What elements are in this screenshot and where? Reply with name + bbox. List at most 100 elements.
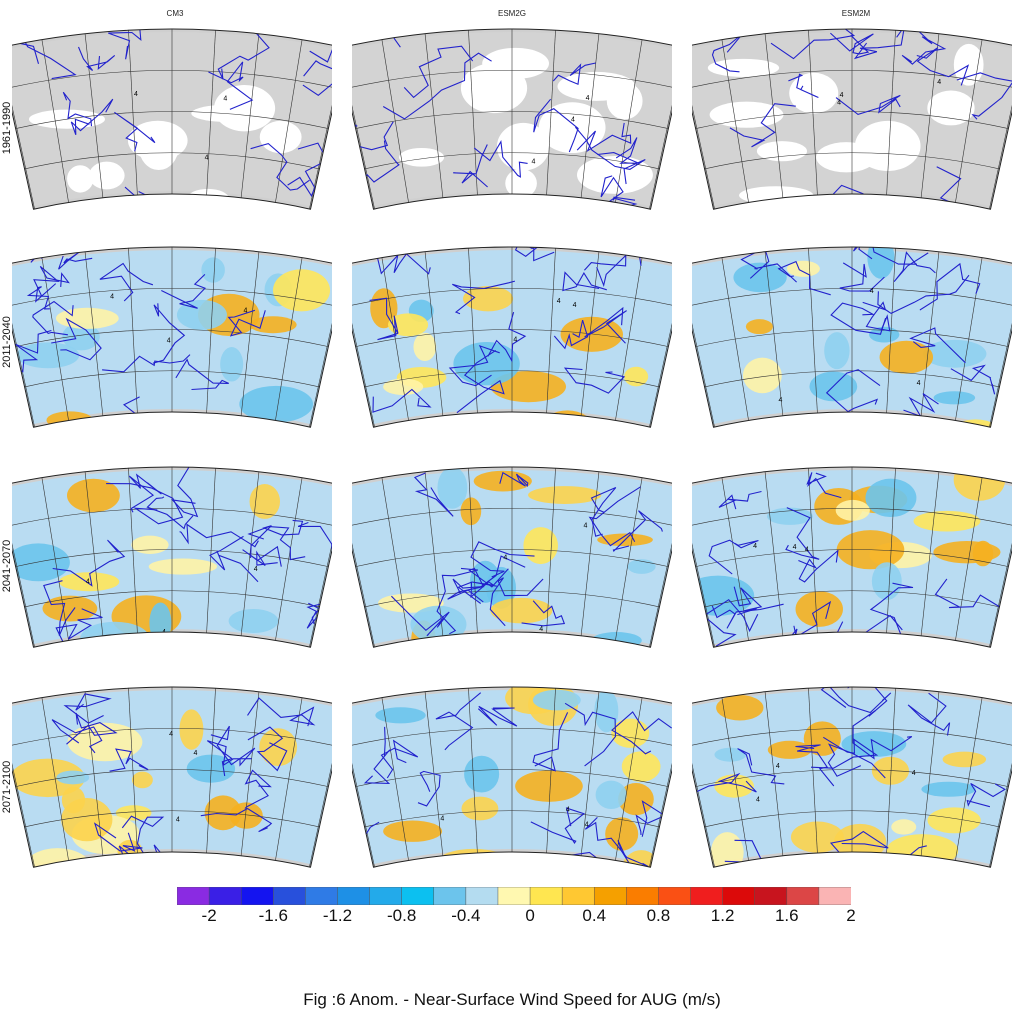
contour-label: 4 <box>134 91 138 98</box>
anomaly-patch <box>272 269 331 312</box>
map-outline <box>352 466 672 648</box>
contour-label: 4 <box>573 302 577 309</box>
contour-line <box>617 840 664 868</box>
contour-line <box>452 567 509 594</box>
anomaly-patch <box>61 786 86 814</box>
contour-line <box>12 329 52 373</box>
contour-line <box>795 744 835 787</box>
anomaly-patch <box>714 747 747 762</box>
contour-line <box>108 29 144 60</box>
colorbar-swatch <box>593 887 627 905</box>
contour-line <box>175 358 229 391</box>
contour-line <box>612 510 663 552</box>
anomaly-patch <box>865 478 917 518</box>
contour-line <box>956 72 1012 120</box>
map-outline <box>692 686 1012 868</box>
colorbar-tick-label: -1.2 <box>322 906 353 925</box>
map-outline <box>12 686 332 868</box>
parallel <box>695 111 1009 129</box>
sea-area <box>259 120 302 154</box>
contour-line <box>32 300 74 336</box>
contour-label: 4 <box>503 554 507 561</box>
contour-label: 4 <box>566 806 570 813</box>
parallel <box>695 549 1009 567</box>
contour-line <box>242 545 282 567</box>
colorbar-tick-label: 1.6 <box>774 906 799 925</box>
map-panel-esm2g-2041-2070: 4 4 4 <box>352 452 672 672</box>
parallel <box>355 329 669 347</box>
colorbar-swatch <box>177 887 210 905</box>
contour-line <box>597 137 639 164</box>
contour-line <box>934 578 1012 620</box>
colorbar-swatch <box>626 887 659 905</box>
contour-label: 4 <box>223 95 227 102</box>
contour-label: 4 <box>110 293 114 300</box>
anomaly-patch <box>98 635 157 648</box>
anomaly-patch <box>714 774 754 798</box>
anomaly-patch <box>387 313 429 337</box>
contour-line <box>635 800 666 837</box>
parallel <box>704 370 1000 388</box>
parallel <box>15 111 329 129</box>
contour-line <box>209 535 259 583</box>
contour-label: 4 <box>571 117 575 124</box>
map-panel-esm2g-1961-1990: 4 4 4 <box>352 14 672 234</box>
contour-line <box>907 692 951 736</box>
anomaly-patch <box>249 483 281 519</box>
anomaly-patch <box>149 602 172 644</box>
contour-line <box>121 815 165 861</box>
contour-line <box>830 32 874 55</box>
contour-line <box>869 582 914 637</box>
colorbar-swatch <box>337 887 371 905</box>
contour-line <box>806 472 842 499</box>
map-outline <box>692 28 1012 210</box>
anomaly-patch <box>413 332 437 362</box>
sea-area <box>496 122 550 171</box>
sea-area <box>927 90 975 126</box>
anomaly-patch <box>871 756 910 785</box>
contour-label: 4 <box>583 523 587 530</box>
contour-line <box>44 211 118 234</box>
contour-line <box>584 306 627 344</box>
contour-line <box>161 274 206 309</box>
contour-line <box>611 711 672 755</box>
anomaly-patch <box>370 288 398 329</box>
contour-line <box>452 280 516 315</box>
colorbar-swatch <box>208 887 242 905</box>
parallel <box>704 810 1000 828</box>
contour-label: 4 <box>837 99 841 106</box>
parallel <box>364 590 660 608</box>
anomaly-patch <box>933 540 1001 564</box>
colorbar-swatch <box>465 887 499 905</box>
contour-label: 4 <box>805 546 809 553</box>
colorbar-swatch <box>433 887 467 905</box>
anomaly-patch <box>933 391 976 405</box>
contour-line <box>852 710 913 760</box>
map-panel-esm2m-2071-2100: 4 4 4 <box>692 672 1012 892</box>
sea-area <box>606 82 643 120</box>
anomaly-patch <box>886 834 959 868</box>
colorbar-tick-label: 0.8 <box>646 906 671 925</box>
colorbar-swatch <box>754 887 788 905</box>
contour-line <box>819 208 846 210</box>
contour-line <box>919 262 981 311</box>
contour-label: 4 <box>557 298 561 305</box>
colorbar-tick-label: -0.4 <box>451 906 481 925</box>
contour-line <box>788 73 819 99</box>
contour-line <box>499 471 529 487</box>
anomaly-patch <box>624 366 649 387</box>
parallel <box>364 152 660 170</box>
contour-line <box>489 577 544 627</box>
contour-line <box>51 719 103 754</box>
anomaly-patch <box>891 819 917 835</box>
contour-line <box>742 207 830 210</box>
map-panel-esm2g-2071-2100: 4 4 4 <box>352 672 672 892</box>
anomaly-patch <box>621 850 662 868</box>
anomaly-patch <box>115 805 152 821</box>
anomaly-patch <box>461 796 499 821</box>
contour-line <box>382 52 492 120</box>
colorbar-swatch <box>690 887 724 905</box>
sea-area <box>789 72 839 114</box>
anomaly-patch <box>131 771 153 789</box>
contour-line <box>247 726 288 772</box>
